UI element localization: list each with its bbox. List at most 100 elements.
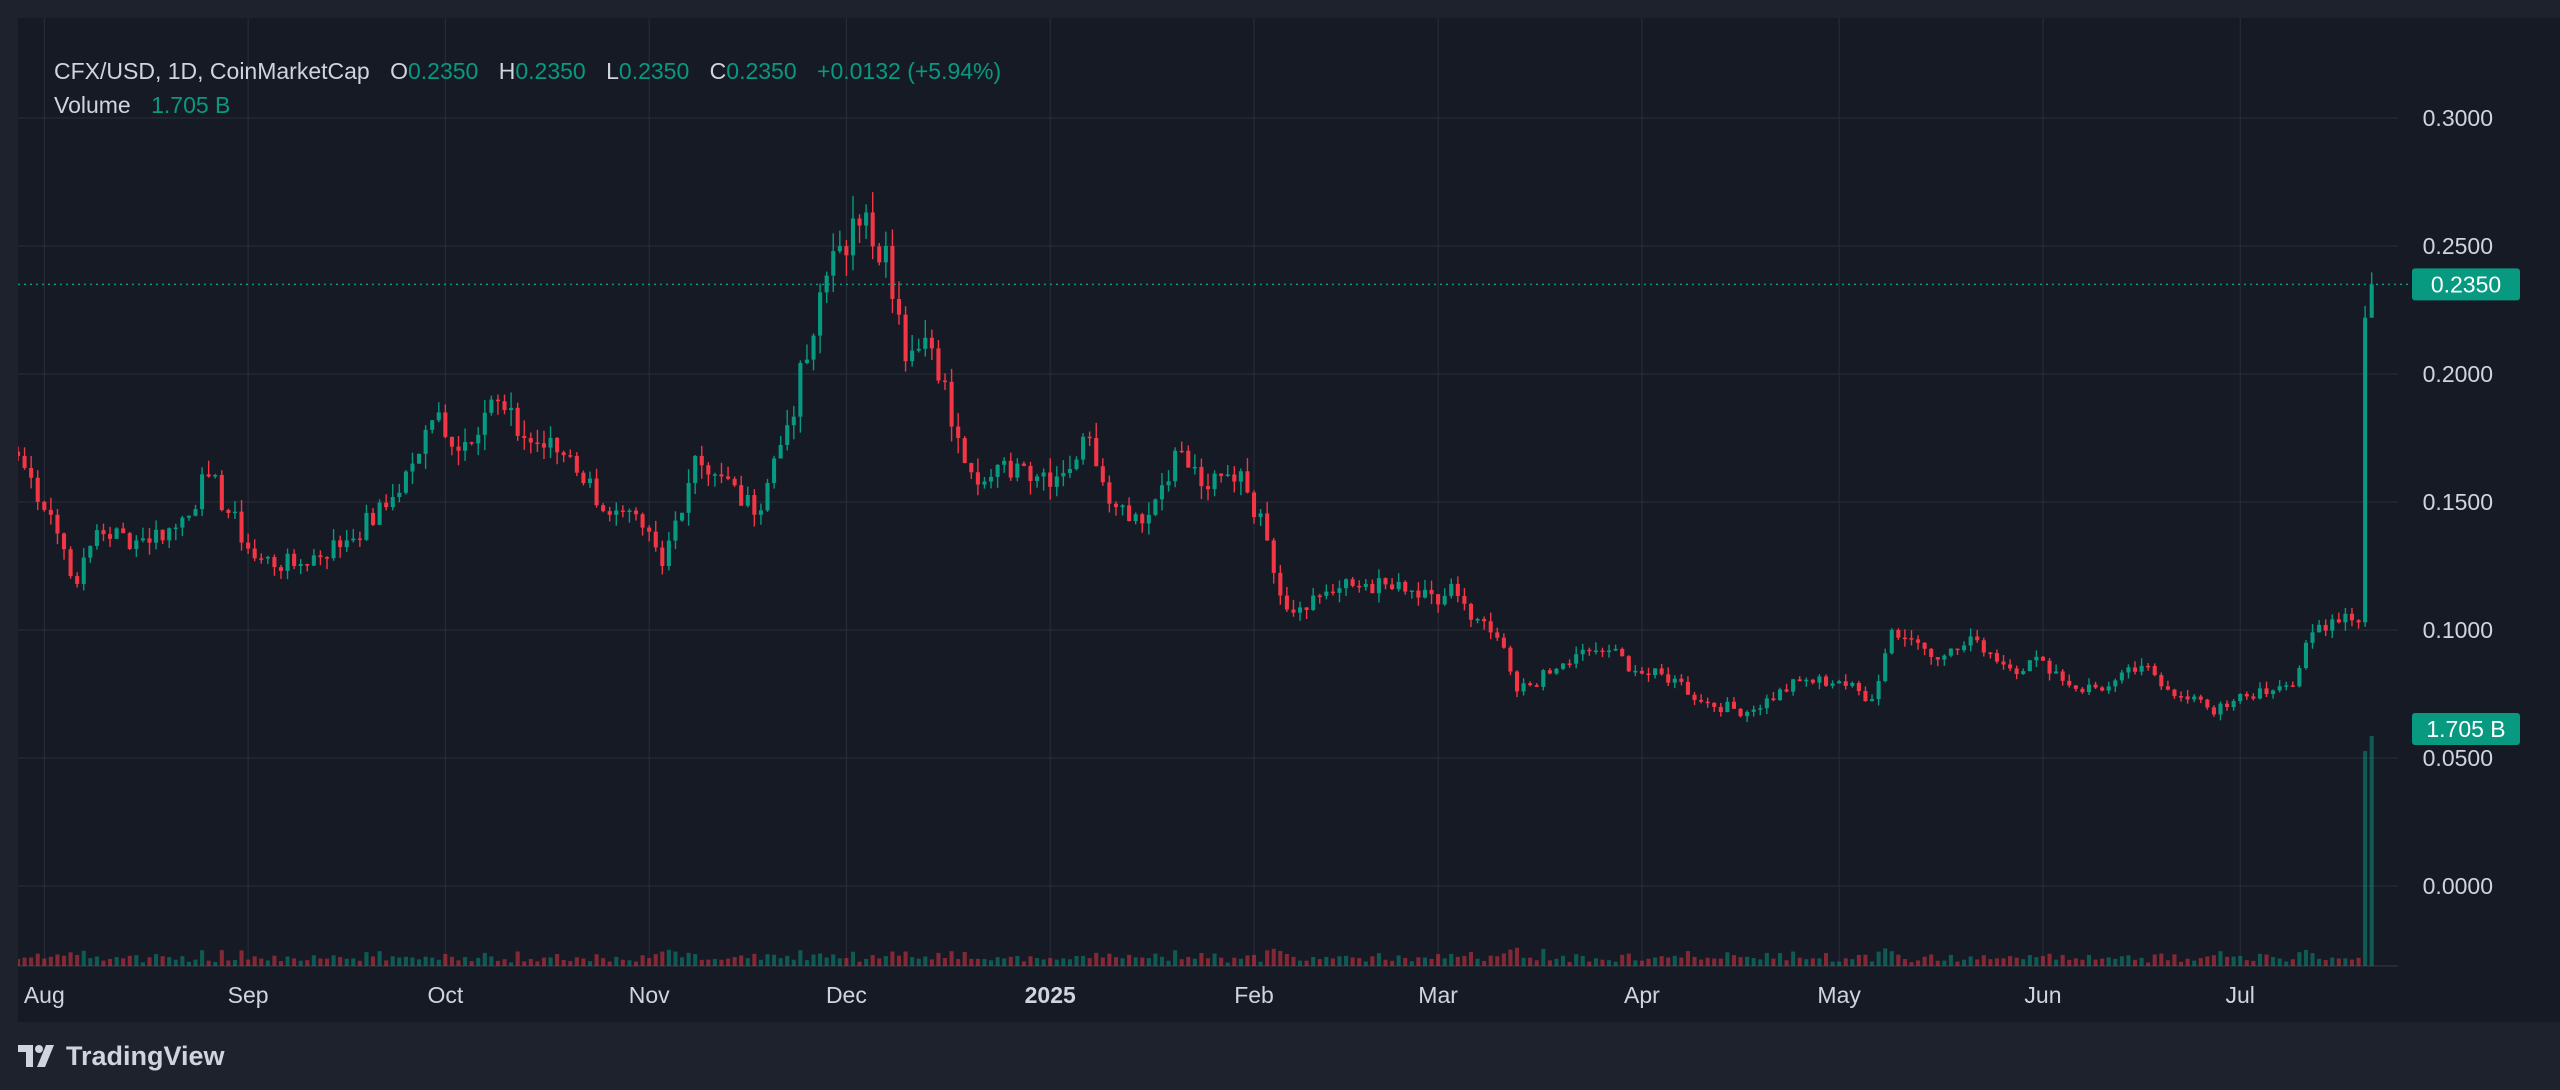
volume-bar: [1140, 957, 1145, 966]
volume-bar: [1008, 956, 1013, 966]
volume-bar: [1600, 959, 1605, 966]
volume-badge-label: 1.705 B: [2426, 716, 2505, 742]
candle-body: [357, 538, 362, 541]
legend-low-value: 0.2350: [618, 58, 690, 84]
price-chart[interactable]: 0.3000 0.2500 0.2000 0.1500 0.1000 0.0500 0.00…: [18, 18, 2560, 1022]
candle-body: [206, 474, 211, 477]
candle-body: [712, 474, 717, 476]
candle-body: [1390, 584, 1395, 590]
candle-body: [1534, 685, 1539, 687]
candle-body: [1416, 590, 1421, 598]
volume-bar: [1376, 953, 1381, 966]
candle-body: [410, 463, 415, 472]
volume-bar: [1251, 954, 1257, 966]
candle-body: [390, 497, 395, 508]
candle-body: [1521, 683, 1526, 692]
candle-body: [1508, 647, 1513, 672]
candle-body: [1620, 648, 1625, 657]
candle-body: [1837, 681, 1842, 684]
candle-body: [2165, 686, 2170, 690]
volume-bar: [1429, 958, 1434, 966]
volume-bar: [1528, 957, 1533, 966]
candle-body: [1133, 514, 1138, 522]
candle-body: [1810, 679, 1815, 683]
candle-body: [114, 528, 119, 539]
volume-bar: [259, 958, 264, 966]
candle-body: [837, 246, 842, 252]
volume-bar: [1942, 960, 1947, 966]
candle-body: [522, 435, 527, 438]
volume-bar: [292, 958, 297, 966]
candle-body: [2317, 624, 2322, 633]
volume-bar: [1692, 956, 1697, 966]
volume-bar: [1679, 957, 1684, 966]
volume-bar: [1041, 959, 1046, 966]
candle-body: [1054, 476, 1059, 487]
candle-body: [2363, 317, 2368, 623]
candle-body: [541, 443, 547, 448]
volume-bar: [1981, 955, 1986, 966]
candle-body: [1653, 668, 1658, 676]
candle-body: [1935, 657, 1940, 660]
candle-body: [2034, 656, 2039, 661]
price-badge-label: 0.2350: [2431, 271, 2501, 297]
chart-area[interactable]: 0.3000 0.2500 0.2000 0.1500 0.1000 0.0500 0.00…: [18, 18, 2560, 1022]
volume-bar: [1324, 956, 1329, 966]
x-tick-label: Jun: [2024, 982, 2061, 1008]
volume-bar: [1521, 957, 1526, 966]
candle-body: [2277, 686, 2282, 691]
candle-body: [831, 251, 836, 276]
candle-body: [1883, 653, 1888, 682]
candle-body: [167, 528, 172, 541]
volume-bar: [850, 951, 856, 966]
candle-body: [344, 540, 349, 548]
volume-bar: [2086, 954, 2092, 966]
candle-body: [29, 467, 34, 478]
candle-body: [1948, 648, 1953, 656]
candle-body: [239, 511, 244, 543]
candle-body: [2139, 665, 2144, 672]
candle-body: [647, 527, 652, 532]
candle-body: [1166, 481, 1171, 486]
legend-ohlc-row: CFX/USD, 1D, CoinMarketCap O0.2350 H0.23…: [54, 54, 1001, 88]
candle-body: [2008, 664, 2013, 669]
volume-bar: [548, 957, 553, 966]
candle-body: [265, 556, 270, 559]
candle-body: [1067, 469, 1072, 473]
volume-bar: [1856, 954, 1861, 966]
volume-bar: [55, 954, 60, 966]
volume-bar: [2238, 955, 2243, 966]
x-tick-label: Jul: [2226, 982, 2255, 1008]
volume-bar: [857, 961, 862, 966]
volume-bar: [1685, 951, 1690, 966]
volume-bar: [193, 959, 198, 966]
candle-body: [765, 482, 770, 511]
candle-body: [969, 463, 974, 473]
volume-bar: [1166, 960, 1171, 966]
candle-body: [1330, 591, 1335, 594]
candle-body: [2330, 619, 2335, 631]
candle-body: [772, 458, 777, 483]
tradingview-logo[interactable]: TradingView: [18, 1041, 225, 1072]
volume-bar: [1764, 952, 1769, 966]
candle-body: [1251, 492, 1257, 518]
candle-body: [489, 399, 494, 413]
volume-bar: [686, 952, 691, 966]
candle-body: [555, 437, 560, 453]
volume-bar: [318, 958, 323, 966]
volume-bar: [956, 959, 961, 966]
candle-body: [2192, 696, 2197, 700]
candle-body: [824, 275, 829, 293]
candle-body: [22, 455, 27, 468]
candle-body: [121, 528, 126, 534]
volume-bar: [1962, 959, 1967, 966]
candle-body: [1672, 678, 1677, 683]
volume-bar: [1653, 957, 1658, 966]
volume-bar: [633, 961, 639, 966]
volume-bar: [1232, 957, 1237, 966]
candle-body: [719, 474, 724, 477]
volume-bar: [1534, 960, 1539, 966]
candle-body: [706, 465, 711, 475]
candle-body: [134, 540, 139, 549]
volume-bar: [1810, 958, 1815, 966]
